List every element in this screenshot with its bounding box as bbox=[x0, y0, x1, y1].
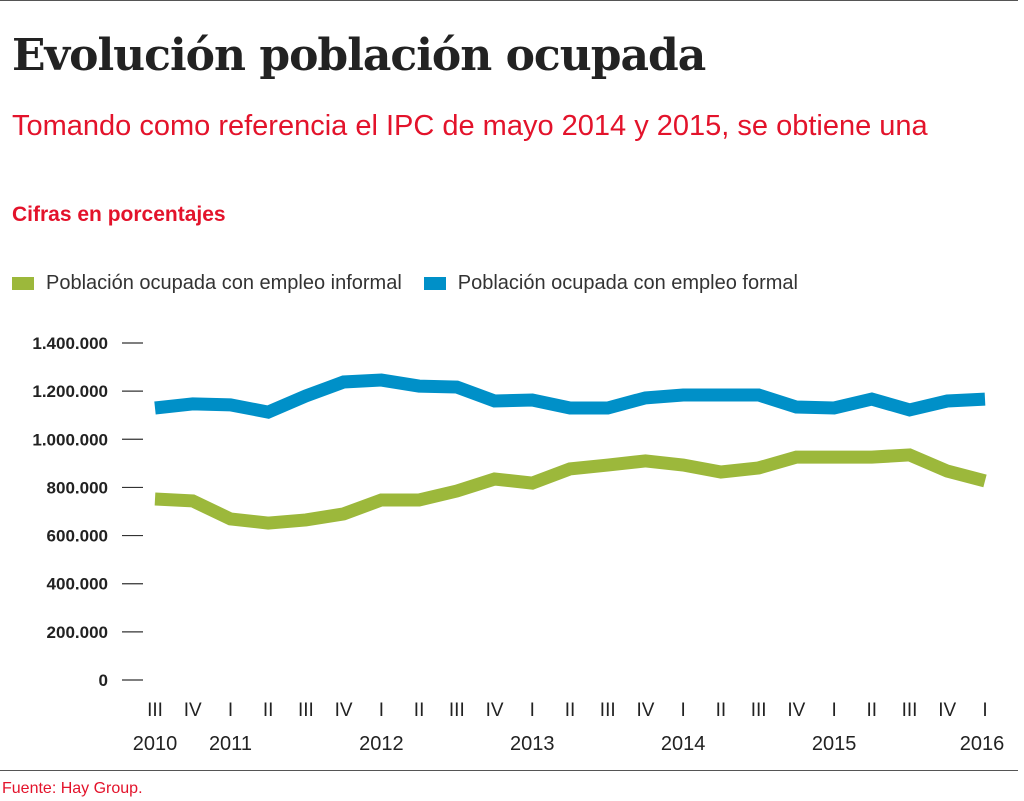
x-year-label: 2012 bbox=[359, 733, 404, 755]
x-tick-label: II bbox=[716, 700, 727, 721]
x-tick-label: I bbox=[681, 700, 686, 721]
x-tick-label: II bbox=[414, 700, 425, 721]
x-tick-label: I bbox=[982, 700, 987, 721]
x-year-label: 2011 bbox=[209, 733, 252, 755]
y-tick-label: 800.000 bbox=[47, 478, 108, 497]
x-tick-label: III bbox=[600, 700, 616, 721]
y-tick-label: 1.400.000 bbox=[32, 334, 108, 353]
legend: Población ocupada con empleo informal Po… bbox=[12, 272, 820, 295]
y-tick-label: 1.200.000 bbox=[32, 382, 108, 401]
units-label: Cifras en porcentajes bbox=[12, 203, 226, 226]
legend-swatch-informal bbox=[12, 277, 34, 290]
x-tick-label: III bbox=[751, 700, 767, 721]
x-tick-label: I bbox=[379, 700, 384, 721]
legend-label-informal: Población ocupada con empleo informal bbox=[46, 272, 402, 294]
x-year-label: 2016 bbox=[960, 733, 1005, 755]
legend-item-informal: Población ocupada con empleo informal bbox=[12, 272, 402, 295]
x-year-label: 2014 bbox=[661, 733, 706, 755]
x-tick-label: III bbox=[298, 700, 314, 721]
x-tick-label: IV bbox=[184, 700, 202, 721]
top-rule bbox=[0, 0, 1018, 1]
x-tick-label: III bbox=[902, 700, 918, 721]
x-year-label: 2015 bbox=[812, 733, 857, 755]
y-tick-label: 200.000 bbox=[47, 623, 108, 642]
x-tick-label: III bbox=[449, 700, 465, 721]
x-tick-label: IV bbox=[938, 700, 956, 721]
x-tick-label: II bbox=[867, 700, 878, 721]
series-line-informal bbox=[154, 448, 987, 530]
x-tick-label: II bbox=[565, 700, 576, 721]
chart-title: Evolución población ocupada bbox=[12, 30, 706, 81]
legend-label-formal: Población ocupada con empleo formal bbox=[457, 272, 798, 294]
series-line-formal bbox=[154, 373, 986, 419]
x-tick-label: IV bbox=[636, 700, 654, 721]
x-tick-label: IV bbox=[335, 700, 353, 721]
y-tick-label: 600.000 bbox=[47, 527, 108, 546]
legend-item-formal: Población ocupada con empleo formal bbox=[423, 272, 798, 295]
y-tick-label: 1.000.000 bbox=[32, 430, 108, 449]
x-year-label: 2013 bbox=[510, 733, 555, 755]
y-tick-label: 0 bbox=[99, 671, 108, 690]
x-tick-label: I bbox=[831, 700, 836, 721]
x-tick-label: IV bbox=[787, 700, 805, 721]
source-note: Fuente: Hay Group. bbox=[2, 780, 143, 797]
x-tick-label: III bbox=[147, 700, 163, 721]
x-year-label: 2010 bbox=[133, 733, 178, 755]
x-tick-label: II bbox=[263, 700, 274, 721]
x-tick-label: IV bbox=[486, 700, 504, 721]
x-tick-label: I bbox=[530, 700, 535, 721]
chart-subtitle: Tomando como referencia el IPC de mayo 2… bbox=[12, 110, 928, 142]
bottom-rule bbox=[0, 770, 1018, 771]
legend-swatch-formal bbox=[423, 277, 446, 290]
x-tick-label: I bbox=[228, 700, 233, 721]
y-tick-label: 400.000 bbox=[47, 575, 108, 594]
